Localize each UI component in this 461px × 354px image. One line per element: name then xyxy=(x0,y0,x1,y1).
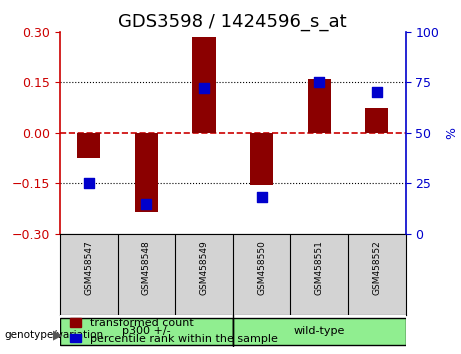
Bar xyxy=(365,108,388,133)
Text: wild-type: wild-type xyxy=(294,326,345,336)
Legend: transformed count, percentile rank within the sample: transformed count, percentile rank withi… xyxy=(65,314,282,348)
Point xyxy=(200,86,207,91)
Bar xyxy=(77,133,100,158)
Text: GSM458549: GSM458549 xyxy=(200,240,208,295)
Bar xyxy=(193,37,216,133)
Text: GSM458550: GSM458550 xyxy=(257,240,266,295)
Text: GSM458548: GSM458548 xyxy=(142,240,151,295)
Point xyxy=(315,80,323,85)
Text: GSM458547: GSM458547 xyxy=(84,240,93,295)
Point xyxy=(258,195,266,200)
Text: ▶: ▶ xyxy=(53,328,63,341)
Title: GDS3598 / 1424596_s_at: GDS3598 / 1424596_s_at xyxy=(118,13,347,30)
FancyBboxPatch shape xyxy=(60,318,233,345)
Text: genotype/variation: genotype/variation xyxy=(5,330,104,339)
Y-axis label: %: % xyxy=(445,127,458,139)
Point xyxy=(373,90,381,95)
FancyBboxPatch shape xyxy=(233,318,406,345)
Text: p300 +/-: p300 +/- xyxy=(122,326,171,336)
Text: GSM458551: GSM458551 xyxy=(315,240,324,295)
Bar xyxy=(308,79,331,133)
Bar xyxy=(250,133,273,185)
Point xyxy=(142,201,150,206)
Bar xyxy=(135,133,158,212)
Text: GSM458552: GSM458552 xyxy=(372,240,381,295)
Point xyxy=(85,181,92,186)
